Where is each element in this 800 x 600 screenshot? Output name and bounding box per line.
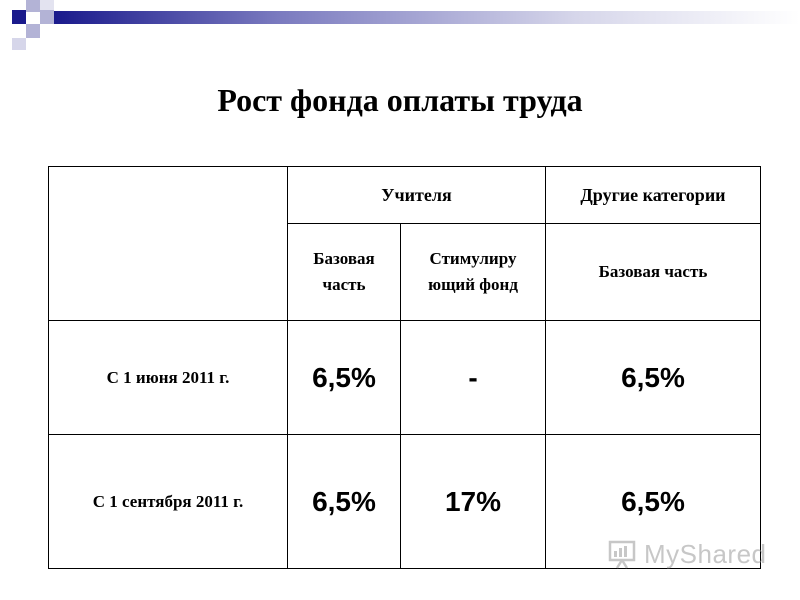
- decor-square: [40, 0, 54, 10]
- header-gradient-bar: [54, 11, 800, 24]
- watermark: MyShared: [608, 536, 767, 572]
- cell-teachers-base: 6,5%: [287, 434, 401, 569]
- decor-square: [12, 38, 26, 50]
- decor-square: [26, 24, 40, 38]
- watermark-text: MyShared: [644, 538, 767, 569]
- table-row: С 1 сентября 2011 г. 6,5% 17% 6,5%: [48, 434, 761, 569]
- subheader-other-base: Базовая часть: [545, 223, 761, 321]
- cell-teachers-incentive: -: [400, 320, 546, 435]
- table-row: С 1 июня 2011 г. 6,5% - 6,5%: [48, 320, 761, 435]
- row-label: С 1 июня 2011 г.: [48, 320, 288, 435]
- header-teachers: Учителя: [287, 166, 546, 224]
- decor-square: [12, 10, 26, 24]
- payroll-table: Учителя Другие категории Базовая часть С…: [48, 166, 761, 569]
- decor-square: [40, 10, 54, 24]
- cell-other-base: 6,5%: [545, 320, 761, 435]
- decor-square: [26, 0, 40, 12]
- header-other-categories: Другие категории: [545, 166, 761, 224]
- subheader-teachers-incentive: Стимулиру ющий фонд: [400, 223, 546, 321]
- cell-teachers-incentive: 17%: [400, 434, 546, 569]
- cell-other-base: 6,5%: [545, 434, 761, 569]
- slide-title: Рост фонда оплаты труда: [217, 82, 583, 118]
- subheader-teachers-base: Базовая часть: [287, 223, 401, 321]
- row-label: С 1 сентября 2011 г.: [48, 434, 288, 569]
- cell-teachers-base: 6,5%: [287, 320, 401, 435]
- presentation-icon: [608, 540, 636, 569]
- empty-corner-cell: [48, 166, 288, 321]
